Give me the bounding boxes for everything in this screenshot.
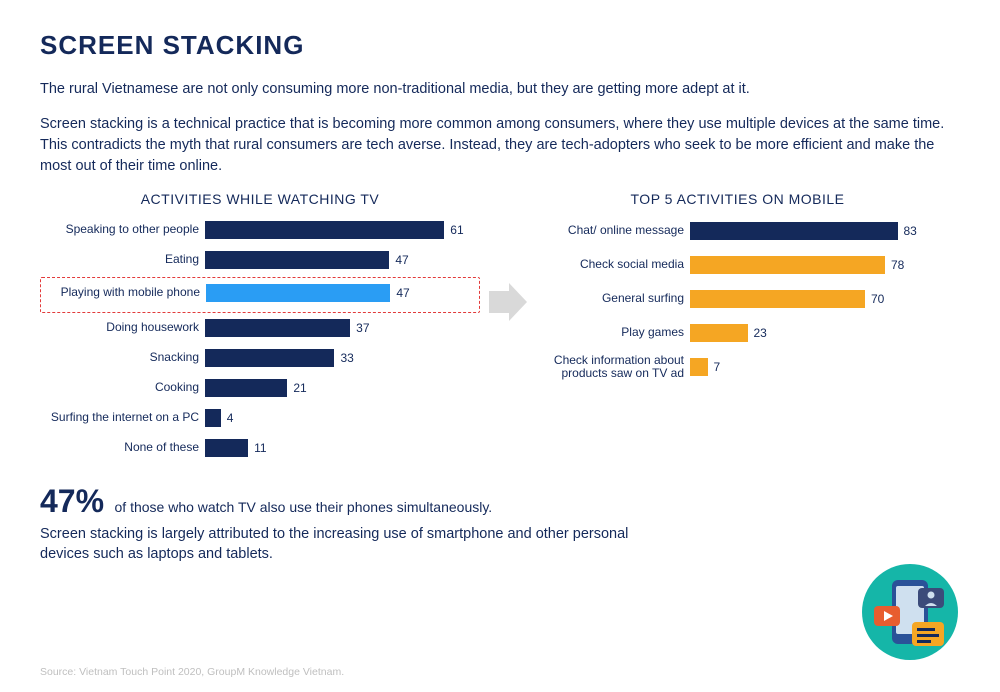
bar-label: General surfing (535, 292, 690, 305)
bar-label: Check information about products saw on … (535, 354, 690, 380)
bar-label: Chat/ online message (535, 224, 690, 237)
bar-label: Eating (40, 253, 205, 266)
bar-row: Playing with mobile phone 47 (41, 280, 479, 306)
bar-row: Chat/ online message 83 (535, 217, 940, 245)
bar (205, 409, 221, 427)
bar (690, 256, 885, 274)
bar (690, 222, 898, 240)
bar-track: 23 (690, 324, 940, 342)
bar-label: Speaking to other people (40, 223, 205, 236)
callout-percentage: 47% (40, 483, 104, 519)
bar-value: 47 (389, 253, 408, 267)
bar-label: Surfing the internet on a PC (40, 411, 205, 424)
bar-label: Snacking (40, 351, 205, 364)
source-text: Source: Vietnam Touch Point 2020, GroupM… (40, 666, 344, 678)
bar-track: 21 (205, 379, 480, 397)
bar (205, 221, 444, 239)
intro-paragraph-1: The rural Vietnamese are not only consum… (40, 79, 960, 100)
bar-track: 4 (205, 409, 480, 427)
bar-row: None of these 11 (40, 435, 480, 461)
bar-row: Speaking to other people 61 (40, 217, 480, 243)
bar-track: 78 (690, 256, 940, 274)
bar-row: Snacking 33 (40, 345, 480, 371)
bar-label: Cooking (40, 381, 205, 394)
bar-track: 70 (690, 290, 940, 308)
chart-left-title: ACTIVITIES WHILE WATCHING TV (40, 191, 480, 207)
bar (205, 251, 389, 269)
bar-value: 33 (334, 351, 353, 365)
charts-row: ACTIVITIES WHILE WATCHING TV Speaking to… (40, 191, 960, 465)
chart-right-title: TOP 5 ACTIVITIES ON MOBILE (535, 191, 940, 207)
callout-rest: of those who watch TV also use their pho… (115, 499, 493, 515)
chart-activities-mobile: TOP 5 ACTIVITIES ON MOBILE Chat/ online … (535, 191, 940, 387)
bar-track: 11 (205, 439, 480, 457)
bar-value: 70 (865, 292, 884, 306)
chart-left-bars: Speaking to other people61Eating47Playin… (40, 217, 480, 465)
bar-value: 83 (898, 224, 917, 238)
bar-value: 23 (748, 326, 767, 340)
bar-track: 47 (206, 284, 479, 302)
bar-value: 47 (390, 286, 409, 300)
page-title: SCREEN STACKING (40, 30, 960, 61)
bar (205, 439, 248, 457)
bar-value: 4 (221, 411, 234, 425)
bar (690, 290, 865, 308)
bar-row: Check information about products saw on … (535, 353, 940, 381)
bar-row: Play games 23 (535, 319, 940, 347)
bar-track: 47 (205, 251, 480, 269)
bar-row: Cooking 21 (40, 375, 480, 401)
bar-track: 33 (205, 349, 480, 367)
bar-label: Check social media (535, 258, 690, 271)
phone-chat-icon (860, 562, 960, 662)
callout-line2: Screen stacking is largely attributed to… (40, 524, 680, 565)
callout-block: 47% of those who watch TV also use their… (40, 483, 680, 565)
bar-value: 37 (350, 321, 369, 335)
bar-row: Doing housework 37 (40, 315, 480, 341)
intro-block: The rural Vietnamese are not only consum… (40, 79, 960, 177)
bar (205, 379, 287, 397)
bar-value: 11 (248, 441, 266, 455)
bar-value: 21 (287, 381, 306, 395)
arrow-icon (480, 281, 535, 323)
bar-track: 37 (205, 319, 480, 337)
bar-label: Playing with mobile phone (41, 286, 206, 299)
bar-label: Doing housework (40, 321, 205, 334)
chart-activities-tv: ACTIVITIES WHILE WATCHING TV Speaking to… (40, 191, 480, 465)
bar-value: 78 (885, 258, 904, 272)
intro-paragraph-2: Screen stacking is a technical practice … (40, 114, 960, 177)
bar-track: 7 (690, 358, 940, 376)
highlight-box: Playing with mobile phone 47 (40, 277, 480, 313)
bar-label: Play games (535, 326, 690, 339)
bar-track: 83 (690, 222, 940, 240)
bar-row: Eating 47 (40, 247, 480, 273)
bar (205, 349, 334, 367)
bar-row: General surfing 70 (535, 285, 940, 313)
bar (206, 284, 390, 302)
chart-right-bars: Chat/ online message 83 Check social media… (535, 217, 940, 387)
bar-row: Check social media 78 (535, 251, 940, 279)
bar-track: 61 (205, 221, 480, 239)
bar-value: 7 (708, 360, 721, 374)
bar-label: None of these (40, 441, 205, 454)
bar-value: 61 (444, 223, 463, 237)
bar (205, 319, 350, 337)
bar (690, 324, 748, 342)
bar (690, 358, 708, 376)
bar-row: Surfing the internet on a PC 4 (40, 405, 480, 431)
